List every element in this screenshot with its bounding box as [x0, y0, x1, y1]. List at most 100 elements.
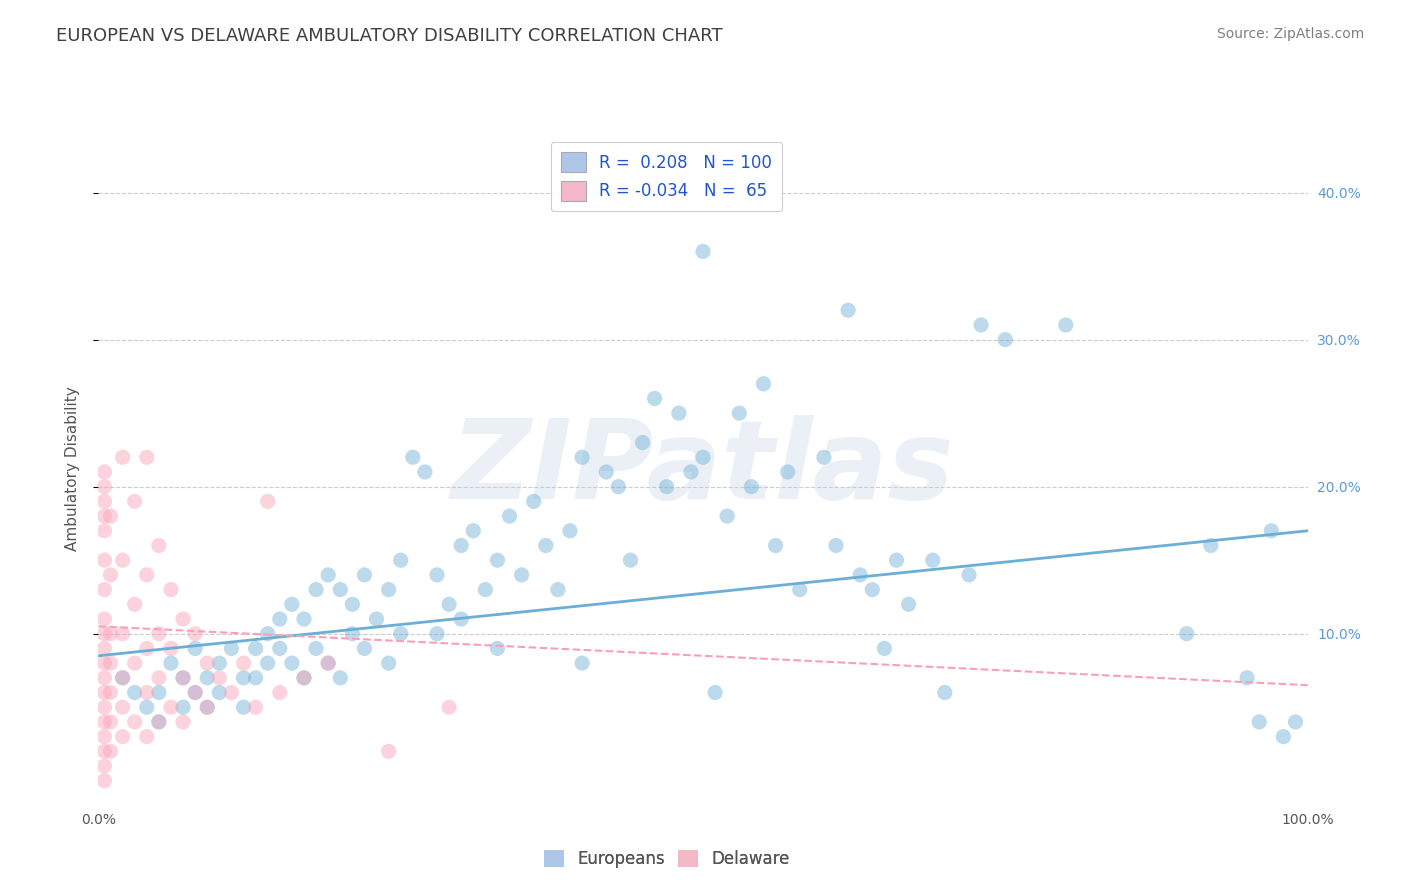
Point — [450, 539, 472, 553]
Point — [160, 582, 183, 597]
Point — [124, 714, 146, 729]
Point — [135, 641, 157, 656]
Point — [1199, 539, 1222, 553]
Point — [886, 553, 908, 567]
Point — [160, 700, 183, 714]
Point — [389, 553, 412, 567]
Point — [1236, 671, 1258, 685]
Point — [789, 582, 811, 597]
Point — [93, 582, 115, 597]
Point — [534, 539, 557, 553]
Point — [463, 524, 485, 538]
Point — [366, 612, 388, 626]
Point — [184, 626, 207, 640]
Point — [873, 641, 896, 656]
Text: Source: ZipAtlas.com: Source: ZipAtlas.com — [1216, 27, 1364, 41]
Point — [184, 641, 207, 656]
Point — [934, 685, 956, 699]
Point — [849, 568, 872, 582]
Point — [135, 568, 157, 582]
Point — [245, 641, 267, 656]
Point — [281, 656, 304, 670]
Point — [450, 612, 472, 626]
Point — [292, 671, 315, 685]
Point — [413, 465, 436, 479]
Point — [316, 656, 339, 670]
Point — [402, 450, 425, 465]
Point — [93, 730, 115, 744]
Point — [93, 714, 115, 729]
Point — [498, 509, 520, 524]
Point — [93, 685, 115, 699]
Point — [148, 671, 170, 685]
Point — [1260, 524, 1282, 538]
Point — [342, 597, 364, 611]
Point — [389, 626, 412, 640]
Point — [195, 656, 218, 670]
Point — [184, 685, 207, 699]
Point — [208, 685, 231, 699]
Point — [377, 656, 399, 670]
Text: ZIPatlas: ZIPatlas — [451, 415, 955, 522]
Point — [100, 656, 122, 670]
Point — [124, 685, 146, 699]
Point — [160, 656, 183, 670]
Point — [571, 656, 593, 670]
Point — [316, 656, 339, 670]
Point — [619, 553, 641, 567]
Point — [148, 539, 170, 553]
Point — [486, 641, 509, 656]
Point — [837, 303, 859, 318]
Point — [148, 714, 170, 729]
Point — [172, 714, 194, 729]
Point — [93, 626, 115, 640]
Point — [305, 641, 328, 656]
Point — [93, 612, 115, 626]
Point — [256, 626, 278, 640]
Point — [970, 318, 993, 332]
Point — [124, 597, 146, 611]
Point — [668, 406, 690, 420]
Point — [245, 671, 267, 685]
Point — [655, 480, 678, 494]
Point — [377, 582, 399, 597]
Point — [100, 744, 122, 758]
Point — [921, 553, 943, 567]
Point — [124, 656, 146, 670]
Point — [111, 450, 134, 465]
Point — [269, 612, 291, 626]
Point — [221, 685, 243, 699]
Point — [232, 671, 254, 685]
Point — [897, 597, 920, 611]
Point — [148, 626, 170, 640]
Point — [100, 714, 122, 729]
Point — [93, 773, 115, 788]
Point — [595, 465, 617, 479]
Point — [994, 333, 1017, 347]
Point — [1175, 626, 1198, 640]
Point — [292, 612, 315, 626]
Point — [269, 685, 291, 699]
Point — [752, 376, 775, 391]
Point — [292, 671, 315, 685]
Point — [342, 626, 364, 640]
Point — [510, 568, 533, 582]
Point — [426, 626, 449, 640]
Point — [195, 671, 218, 685]
Point — [305, 582, 328, 597]
Point — [111, 553, 134, 567]
Point — [195, 700, 218, 714]
Point — [148, 714, 170, 729]
Point — [728, 406, 751, 420]
Point — [184, 685, 207, 699]
Point — [93, 553, 115, 567]
Point — [353, 568, 375, 582]
Point — [329, 582, 352, 597]
Point — [607, 480, 630, 494]
Point — [256, 656, 278, 670]
Point — [765, 539, 787, 553]
Point — [93, 494, 115, 508]
Point — [813, 450, 835, 465]
Point — [100, 685, 122, 699]
Point — [93, 671, 115, 685]
